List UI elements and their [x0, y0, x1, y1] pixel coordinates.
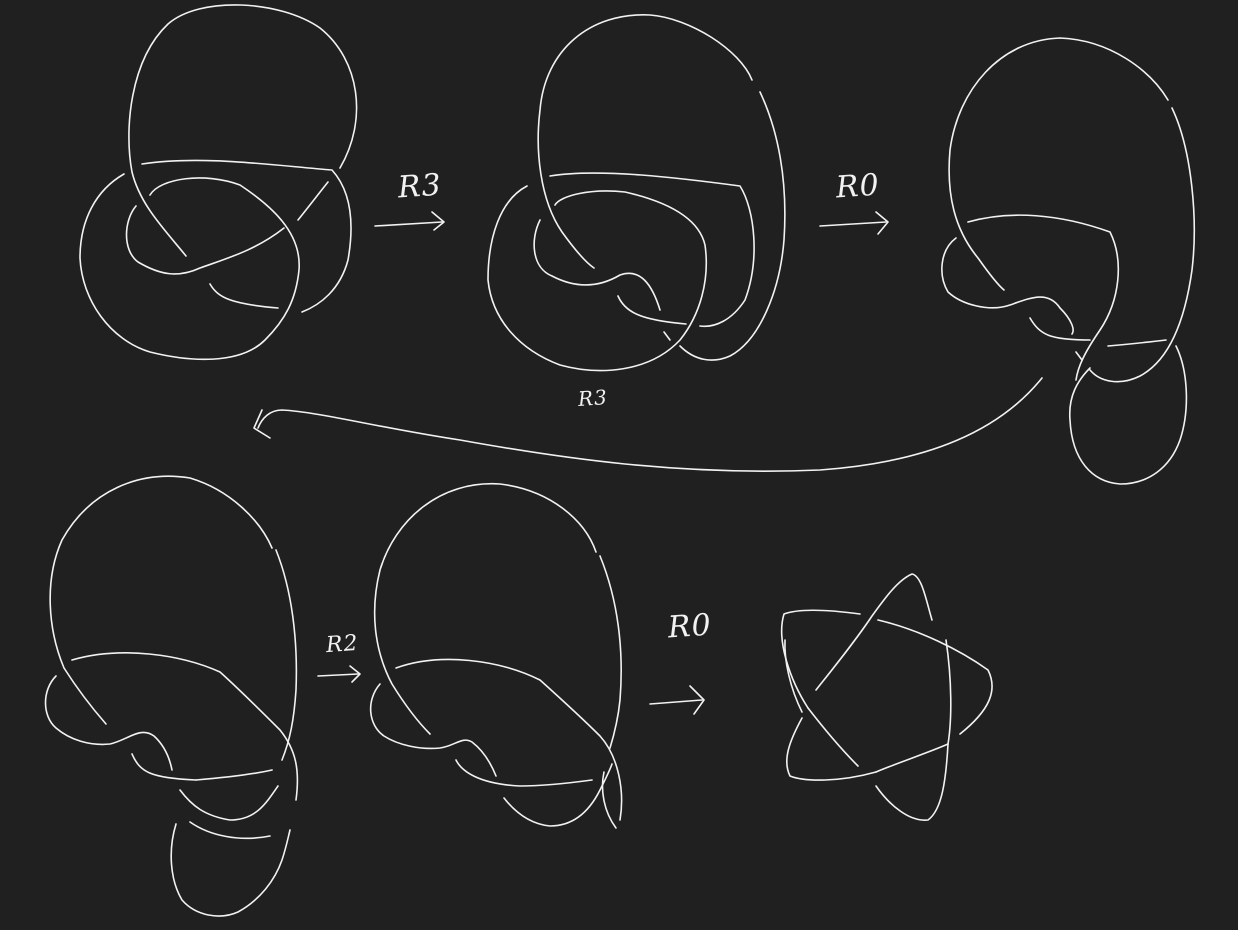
arrow-move-4 — [317, 665, 361, 683]
move-label-5: R0 — [666, 607, 713, 646]
move-label-2: R0 — [834, 167, 881, 206]
knot-diagram-3 — [941, 37, 1196, 485]
move-label-3: R3 — [577, 384, 609, 412]
arrow-move-1 — [374, 211, 445, 231]
arrow-move-2 — [819, 211, 889, 235]
arrow-move-3 — [253, 377, 1043, 472]
knot-diagram-6 — [780, 573, 993, 821]
arrow-move-5 — [649, 685, 705, 715]
move-label-4: R2 — [325, 630, 360, 659]
knot-diagram-4 — [44, 475, 299, 917]
knot-diagram-2 — [487, 14, 786, 372]
knot-diagram-5 — [369, 483, 623, 829]
move-label-1: R3 — [396, 167, 443, 206]
knot-diagram-1 — [79, 4, 358, 361]
